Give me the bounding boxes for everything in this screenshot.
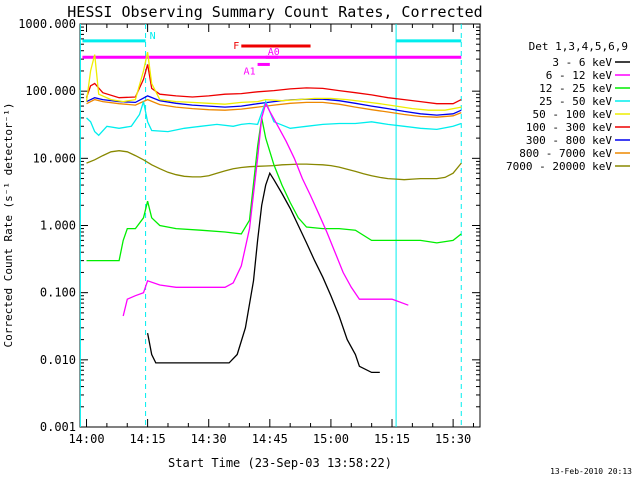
flag-label: F (233, 41, 239, 52)
y-axis-label: Corrected Count Rate (s⁻¹ detector⁻¹) (2, 102, 15, 347)
legend-label: 12 - 25 keV (539, 82, 612, 95)
legend-label: 6 - 12 keV (546, 69, 613, 82)
series-line (85, 64, 462, 105)
x-tick-label: 15:30 (435, 432, 471, 446)
flag-label: N (150, 31, 156, 42)
legend-label: 25 - 50 keV (539, 95, 612, 108)
y-tick-label: 0.100 (40, 286, 76, 300)
flag-label: A0 (268, 47, 280, 58)
x-axis-label: Start Time (23-Sep-03 13:58:22) (168, 456, 392, 470)
footer-date: 13-Feb-2010 20:13 (550, 467, 632, 476)
legend-label: 50 - 100 keV (533, 108, 613, 121)
series-group (85, 52, 462, 374)
legend-label: 300 - 800 keV (526, 134, 612, 147)
legend-label: 800 - 7000 keV (519, 147, 612, 160)
legend-title: Det 1,3,4,5,6,9 (529, 40, 628, 53)
legend-label: 7000 - 20000 keV (506, 160, 612, 173)
x-tick-label: 15:00 (313, 432, 349, 446)
series-line (146, 171, 380, 374)
x-tick-label: 14:45 (252, 432, 288, 446)
x-tick-label: 14:15 (130, 432, 166, 446)
y-tick-label: 1000.000 (18, 17, 76, 31)
legend-label: 3 - 6 keV (552, 56, 612, 69)
series-line (85, 52, 462, 111)
x-tick-label: 15:15 (374, 432, 410, 446)
legend-label: 100 - 300 keV (526, 121, 612, 134)
y-tick-label: 1.000 (40, 219, 76, 233)
series-line (122, 101, 409, 317)
plot-area: 0.001 0.010 0.100 1.000 10.000 100.000 1000.00… (18, 17, 481, 446)
series-line (86, 98, 462, 118)
y-tick-label: 0.010 (40, 353, 76, 367)
x-tick-label: 14:00 (68, 432, 104, 446)
x-tick-label: 14:30 (191, 432, 227, 446)
y-tick-label: 10.000 (33, 151, 76, 165)
chart-title: HESSI Observing Summary Count Rates, Cor… (67, 3, 482, 21)
series-line (86, 117, 462, 262)
flag-label: A1 (244, 66, 256, 77)
y-tick-label: 100.000 (25, 84, 76, 98)
series-line (86, 99, 462, 137)
y-tick-label: 0.001 (40, 420, 76, 434)
